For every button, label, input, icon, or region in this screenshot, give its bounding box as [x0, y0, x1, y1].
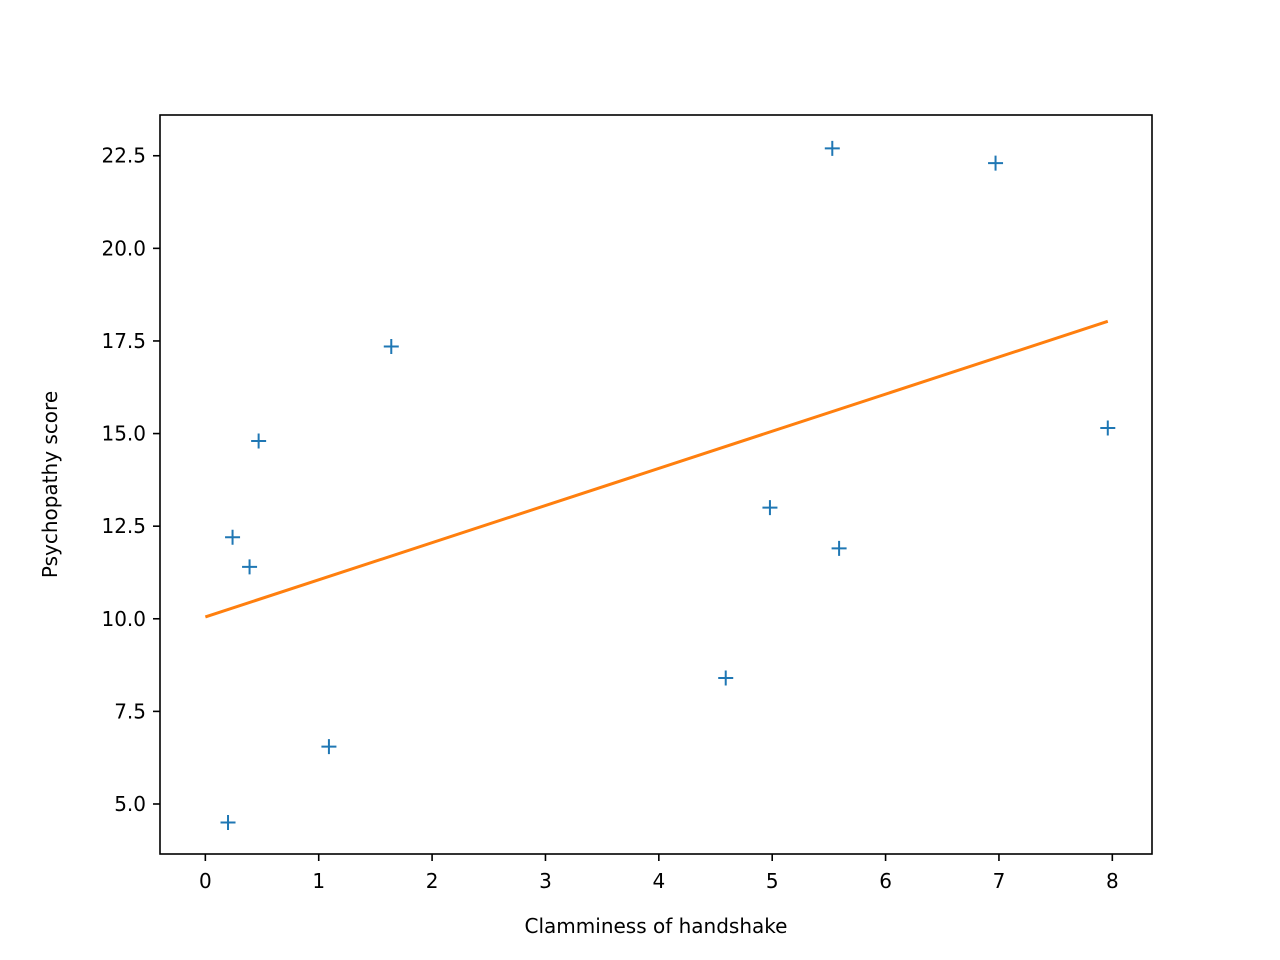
y-tick-label: 15.0: [101, 422, 146, 446]
x-tick-label: 6: [879, 869, 892, 893]
data-point: [831, 540, 847, 556]
data-point: [383, 339, 399, 355]
data-point: [225, 529, 241, 545]
x-tick-label: 0: [199, 869, 212, 893]
data-point: [220, 815, 236, 831]
plot-frame: [159, 114, 1153, 855]
fit-line-layer: [204, 319, 1109, 619]
data-point: [988, 155, 1004, 171]
x-axis-label: Clamminess of handshake: [525, 914, 788, 938]
data-point: [762, 500, 778, 516]
y-tick-label: 17.5: [101, 329, 146, 353]
y-tick-label: 12.5: [101, 514, 146, 538]
data-points: [220, 140, 1116, 831]
x-axis: 0 1 2 3 4 5 6 7 8: [199, 854, 1119, 893]
x-tick-label: 1: [312, 869, 325, 893]
x-tick-label: 5: [766, 869, 779, 893]
y-axis-label: Psychopathy score: [38, 391, 62, 578]
y-tick-label: 5.0: [114, 792, 146, 816]
x-tick-label: 2: [426, 869, 439, 893]
data-point: [718, 670, 734, 686]
y-tick-label: 10.0: [101, 607, 146, 631]
data-point: [251, 433, 267, 449]
x-tick-label: 4: [652, 869, 665, 893]
y-tick-label: 7.5: [114, 699, 146, 723]
fit-line: [204, 319, 1109, 619]
data-point: [321, 739, 337, 755]
data-point: [242, 559, 258, 575]
y-axis: 5.0 7.5 10.0 12.5 15.0 17.5 20.0 22.5: [101, 144, 160, 816]
data-point: [824, 140, 840, 156]
y-tick-label: 20.0: [101, 236, 146, 260]
y-tick-label: 22.5: [101, 144, 146, 168]
data-point: [1100, 420, 1116, 436]
x-tick-label: 7: [993, 869, 1006, 893]
x-tick-label: 3: [539, 869, 552, 893]
x-tick-label: 8: [1106, 869, 1119, 893]
